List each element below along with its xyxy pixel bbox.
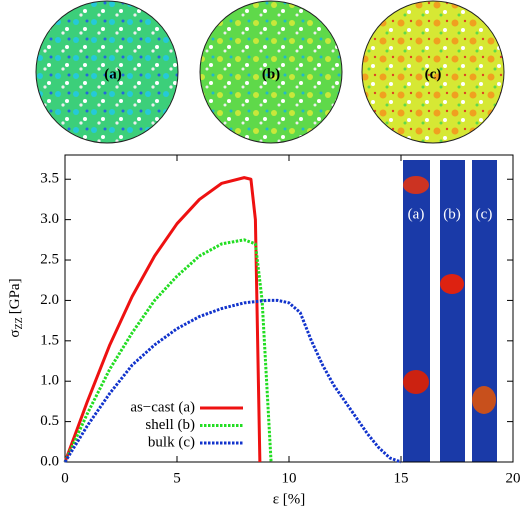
x-tick-label: 10 — [282, 470, 297, 486]
rod-c — [472, 160, 497, 462]
panel-label: (a) — [104, 66, 122, 82]
y-tick-label: 0.5 — [40, 413, 59, 429]
y-tick-label: 1.0 — [40, 373, 59, 389]
rod-neck — [403, 370, 429, 394]
inset-label: (a) — [408, 206, 425, 222]
y-label-subscript: ZZ — [14, 317, 25, 329]
inset-label: (b) — [443, 206, 461, 222]
y-tick-label: 2.0 — [40, 292, 59, 308]
rod-b — [440, 160, 465, 462]
legend-label: bulk (c) — [148, 434, 195, 450]
y-tick-label: 3.0 — [40, 211, 59, 227]
x-tick-label: 15 — [394, 470, 409, 486]
y-axis-label: σZZ [GPa] — [7, 278, 25, 337]
series-line — [63, 298, 402, 464]
inset-label: (c) — [476, 206, 493, 222]
y-label-symbol: σ — [7, 329, 23, 337]
x-axis-label: ε [%] — [273, 491, 306, 507]
panel-label: (b) — [262, 66, 280, 82]
y-tick-label: 0.0 — [40, 453, 59, 469]
legend-label: shell (b) — [145, 417, 195, 433]
cross-section-a — [35, 0, 179, 144]
legend-label: as−cast (a) — [130, 399, 195, 415]
rod-neck — [403, 176, 429, 194]
y-tick-label: 1.5 — [40, 332, 59, 348]
x-tick-label: 20 — [506, 470, 520, 486]
y-tick-label: 2.5 — [40, 251, 59, 267]
x-tick-label: 5 — [173, 470, 181, 486]
cross-section-c — [361, 0, 505, 144]
rods: (a) (b) (c) — [403, 160, 497, 462]
rod-a — [403, 160, 430, 462]
series-line — [63, 176, 262, 463]
x-tick-label: 0 — [61, 470, 69, 486]
y-label-unit: [GPa] — [7, 278, 23, 314]
y-tick-label: 3.5 — [40, 171, 59, 187]
cross-section-b — [199, 0, 343, 144]
rod-neck — [440, 274, 464, 294]
panel-label: (c) — [425, 66, 442, 82]
cross-sections: (a) (b) (c) — [35, 0, 505, 144]
rod-neck — [472, 386, 496, 414]
